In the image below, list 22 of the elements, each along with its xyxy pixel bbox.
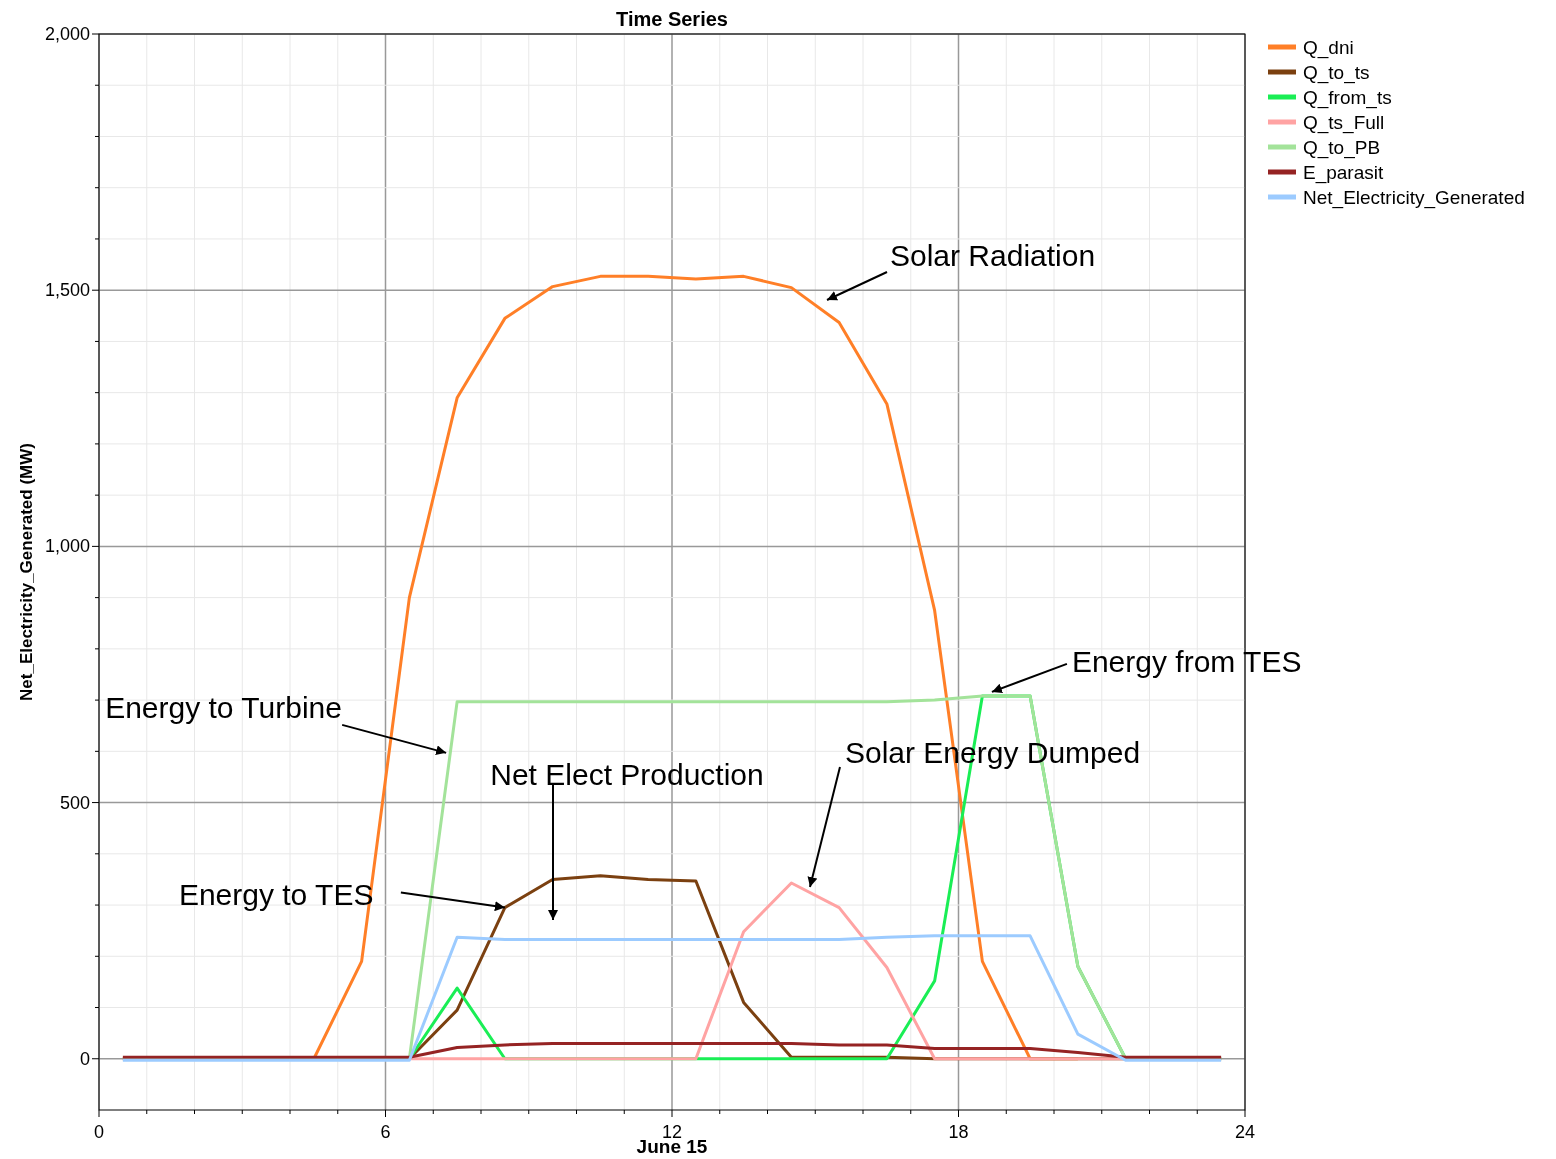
legend-label: Q_ts_Full [1303,112,1385,134]
annotation: Net Elect Production [490,758,764,791]
y-tick-label: 2,000 [44,24,90,44]
legend-label: Q_to_PB [1303,137,1381,159]
y-axis-title: Net_Electricity_Generated (MW) [17,443,36,701]
legend-label: E_parasit [1303,162,1384,184]
legend-label: Net_Electricity_Generated [1303,187,1525,209]
legend-label: Q_to_ts [1303,62,1370,84]
x-tick-label: 6 [380,1122,391,1142]
y-tick-label: 1,000 [44,536,90,557]
annotation: Solar Radiation [890,239,1096,272]
y-tick-label: 1,500 [44,280,90,301]
legend-label: Q_dni [1303,37,1354,59]
y-tick-label: 500 [59,792,90,813]
x-tick-label: 0 [93,1122,105,1142]
legend-label: Q_from_ts [1303,87,1392,109]
chart-title: Time Series [616,8,728,30]
x-tick-label: 18 [948,1122,969,1142]
annotation: Energy to Turbine [105,690,342,724]
x-tick-label: 24 [1234,1122,1256,1142]
x-tick-label: 12 [661,1122,683,1142]
y-tick-label: 0 [79,1048,90,1069]
